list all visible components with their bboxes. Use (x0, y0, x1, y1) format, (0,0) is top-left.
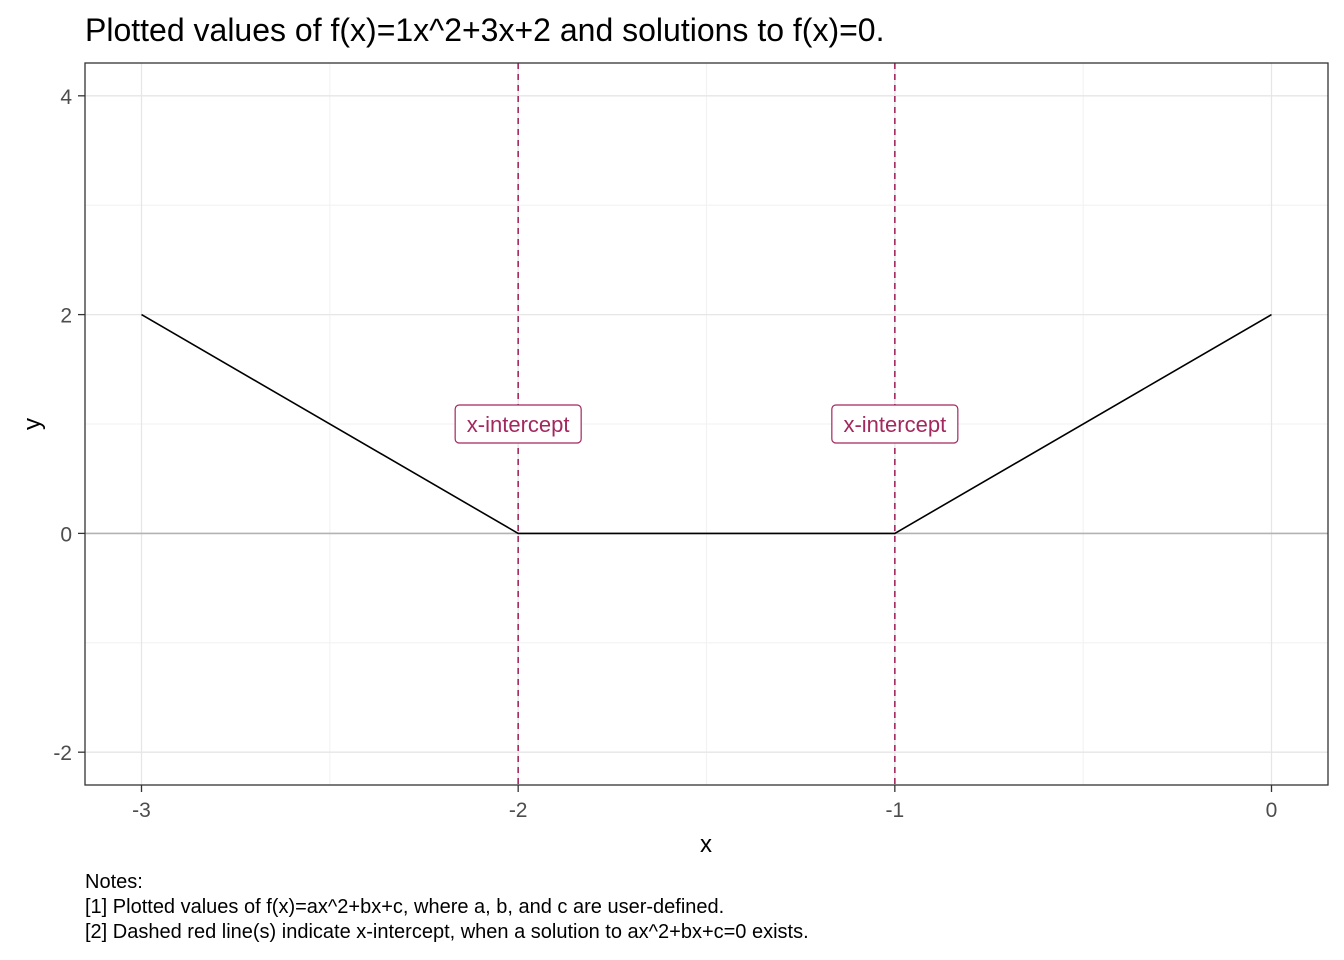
x-tick-label: 0 (1266, 799, 1278, 822)
notes-heading: Notes: (85, 871, 143, 893)
y-tick-label: 0 (60, 523, 72, 546)
chart-title: Plotted values of f(x)=1x^2+3x+2 and sol… (85, 12, 884, 48)
x-tick-label: -1 (885, 799, 904, 822)
x-intercept-label: x-intercept (467, 412, 570, 437)
x-intercept-label-box (831, 404, 959, 444)
y-tick-label: 4 (60, 86, 72, 109)
x-axis-label: x (700, 831, 712, 858)
y-axis: -2 0 2 4 (53, 86, 85, 765)
x-tick-label: -2 (509, 799, 528, 822)
x-tick-label: -3 (132, 799, 151, 822)
series-line (141, 313, 1272, 535)
annotations: x-intercept x-intercept (454, 404, 959, 444)
note-line: [2] Dashed red line(s) indicate x-interc… (85, 921, 809, 943)
data-series (141, 313, 1272, 535)
chart-notes: Notes: [1] Plotted values of f(x)=ax^2+b… (85, 870, 809, 945)
x-axis: -3 -2 -1 0 (132, 785, 1277, 822)
y-tick-label: -2 (53, 742, 72, 765)
note-line: [1] Plotted values of f(x)=ax^2+bx+c, wh… (85, 896, 725, 918)
x-intercept-label: x-intercept (843, 412, 946, 437)
x-intercept-label-box (454, 404, 582, 444)
y-axis-label: y (19, 418, 46, 430)
plot-panel-border (84, 62, 1329, 786)
y-tick-label: 2 (60, 305, 72, 328)
grid (85, 63, 1328, 785)
